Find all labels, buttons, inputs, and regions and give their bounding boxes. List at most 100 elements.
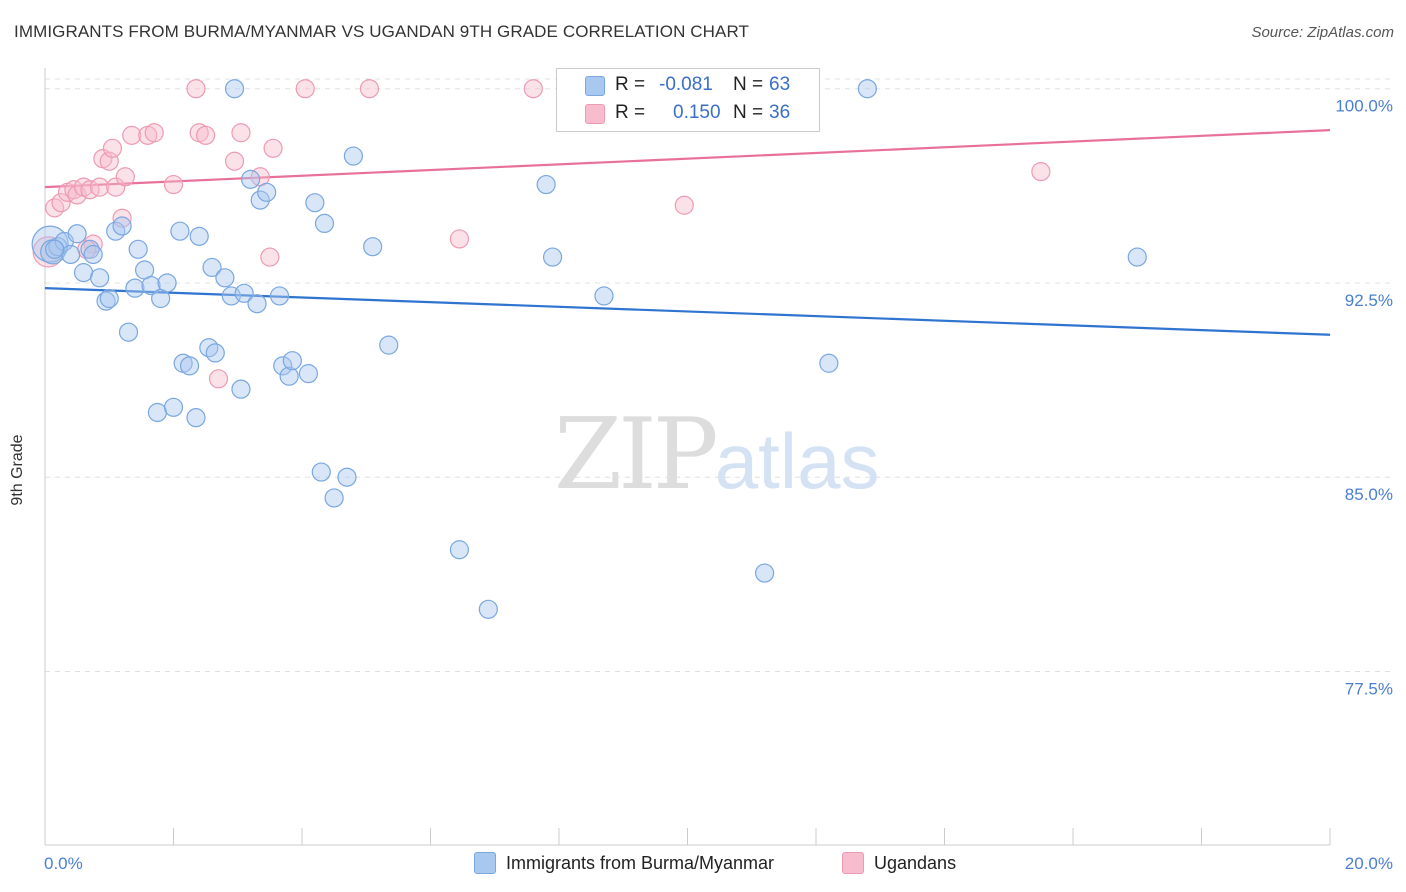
y-tick-label: 85.0% <box>1345 485 1393 504</box>
point-ugandans <box>208 369 229 389</box>
point-burma <box>73 263 94 283</box>
source-label: Source: ZipAtlas.com <box>1251 24 1394 41</box>
point-burma <box>247 294 267 314</box>
point-burma <box>157 273 177 293</box>
y-tick-label: 100.0% <box>1335 97 1393 116</box>
chart-title: IMMIGRANTS FROM BURMA/MYANMAR VS UGANDAN… <box>14 22 750 41</box>
point-burma <box>857 79 878 99</box>
point-burma <box>163 397 184 417</box>
legend-swatch-blue <box>585 76 605 96</box>
point-burma <box>449 540 470 560</box>
point-burma <box>363 237 383 257</box>
legend-n-value: 36 <box>769 102 791 123</box>
point-ugandans <box>674 195 694 215</box>
point-burma <box>125 278 145 298</box>
point-ugandans <box>523 79 543 99</box>
point-burma <box>1127 247 1147 267</box>
point-burma <box>99 288 119 309</box>
point-burma <box>215 268 235 288</box>
x-tick-label: 20.0% <box>1345 854 1393 873</box>
legend-r-label: R = <box>615 74 646 95</box>
point-burma <box>106 221 126 241</box>
point-burma <box>279 366 299 386</box>
point-burma <box>257 182 277 202</box>
point-burma <box>118 322 139 342</box>
bottom-legend-swatch-blue <box>474 852 496 874</box>
point-ugandans <box>359 79 380 99</box>
point-burma <box>379 335 399 355</box>
point-burma <box>234 283 254 303</box>
point-burma <box>298 364 319 384</box>
point-burma <box>282 351 302 371</box>
point-ugandans <box>106 177 126 197</box>
point-burma <box>324 488 344 508</box>
point-ugandans <box>90 177 110 197</box>
point-ugandans <box>45 198 65 218</box>
point-ugandans <box>122 125 142 145</box>
x-tick-label: 0.0% <box>44 854 83 873</box>
point-burma <box>186 408 206 428</box>
bottom-legend-label: Ugandans <box>874 853 957 873</box>
point-ugandans <box>144 123 164 143</box>
point-burma <box>80 239 100 259</box>
point-burma <box>67 224 87 244</box>
point-ugandans <box>231 123 251 143</box>
point-burma <box>305 193 325 213</box>
point-burma <box>273 356 293 376</box>
point-burma <box>141 275 161 296</box>
point-ugandans <box>83 234 103 254</box>
point-burma <box>269 286 290 306</box>
point-burma <box>478 599 498 619</box>
point-burma <box>83 244 103 265</box>
point-ugandans <box>295 79 315 99</box>
point-ugandans <box>449 229 470 249</box>
point-burma <box>179 356 200 376</box>
point-ugandans <box>67 185 87 205</box>
point-burma <box>205 343 225 363</box>
point-burma <box>311 462 331 482</box>
data-points <box>31 79 1147 619</box>
bottom-legend-label: Immigrants from Burma/Myanmar <box>506 853 775 873</box>
point-burma <box>202 257 222 278</box>
point-ugandans <box>102 138 123 158</box>
point-ugandans <box>196 125 216 145</box>
point-ugandans <box>163 174 184 195</box>
point-burma <box>231 379 251 399</box>
watermark: ZIPatlas <box>554 398 880 512</box>
point-ugandans <box>263 138 283 158</box>
trend-line-burma <box>44 287 1331 336</box>
point-burma <box>343 146 363 166</box>
point-ugandans <box>115 167 135 187</box>
point-ugandans <box>260 247 280 267</box>
legend-r-value: 0.150 <box>673 102 721 123</box>
point-ugandans <box>1031 162 1051 182</box>
watermark-atlas: atlas <box>714 417 880 505</box>
point-burma <box>241 169 261 189</box>
point-burma <box>337 467 357 487</box>
legend-r-label: R = <box>615 102 646 123</box>
point-burma <box>189 226 209 246</box>
tick-labels: 77.5% 85.0% 92.5% 100.0% 0.0% 20.0% <box>44 97 1393 873</box>
legend-n-label: N = <box>733 102 764 123</box>
legend-r-value: -0.081 <box>659 74 713 95</box>
point-ugandans <box>186 79 206 99</box>
legend-swatch-pink <box>585 104 605 124</box>
point-burma <box>542 247 563 267</box>
point-burma <box>314 213 335 233</box>
stats-legend: R = -0.081 N = 63 R = 0.150 N = 36 <box>556 68 820 132</box>
point-burma <box>147 402 168 423</box>
point-burma <box>128 239 148 259</box>
point-burma <box>819 353 839 373</box>
point-burma <box>96 291 116 311</box>
y-tick-label: 92.5% <box>1345 291 1393 310</box>
point-burma <box>199 338 219 358</box>
watermark-zip: ZIP <box>554 398 719 512</box>
point-burma <box>224 79 245 99</box>
legend-n-value: 63 <box>769 74 791 95</box>
point-burma <box>90 268 110 288</box>
point-burma <box>45 239 65 259</box>
point-ugandans <box>224 151 245 171</box>
point-burma <box>594 286 614 306</box>
point-burma <box>754 563 775 583</box>
